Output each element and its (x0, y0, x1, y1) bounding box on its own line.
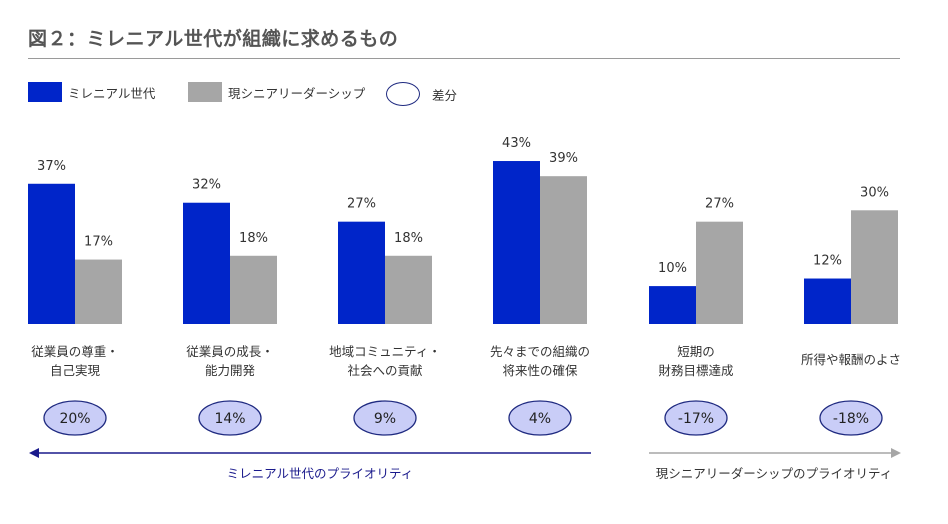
diff-label-1: 14% (214, 411, 245, 427)
millennial-priority-label: ミレニアル世代のプライオリティ (226, 466, 414, 481)
value-label-millennial-4: 10% (658, 261, 687, 276)
bar-millennial-3 (493, 161, 540, 324)
diff-label-4: -17% (678, 411, 714, 427)
legend-swatch-millennial (28, 82, 62, 102)
diff-oval-3 (508, 400, 572, 436)
legend-label-millennial: ミレニアル世代 (68, 85, 156, 101)
value-label-millennial-2: 27% (347, 197, 376, 212)
bar-millennial-5 (804, 278, 851, 324)
value-label-millennial-0: 37% (37, 159, 66, 174)
category-label-2-line-1: 社会への貢献 (347, 363, 422, 378)
category-label-4-line-0: 短期の (677, 344, 715, 359)
category-label-0-line-0: 従業員の尊重・ (31, 344, 119, 359)
diff-label-5: -18% (833, 411, 869, 427)
value-label-leader-0: 17% (84, 235, 113, 250)
bar-millennial-2 (338, 221, 385, 324)
bar-millennial-1 (183, 202, 230, 324)
leader-priority-arrowhead (891, 448, 901, 458)
category-label-3-line-1: 将来性の確保 (502, 363, 578, 378)
legend-oval-diff (386, 82, 420, 106)
bar-leader-3 (540, 176, 587, 324)
millennial-priority-arrowhead (29, 448, 39, 458)
legend-swatch-leader (188, 82, 222, 102)
diff-oval-4 (664, 400, 728, 436)
legend-item-leader: 現シニアリーダーシップ (188, 82, 365, 102)
value-label-leader-3: 39% (549, 151, 578, 166)
bar-leader-2 (385, 255, 432, 324)
value-label-millennial-1: 32% (192, 178, 221, 193)
value-label-millennial-5: 12% (813, 254, 842, 269)
diff-oval-5 (819, 400, 883, 436)
bar-leader-5 (851, 210, 898, 324)
category-label-1-line-0: 従業員の成長・ (186, 344, 274, 359)
bar-leader-1 (230, 255, 277, 324)
diff-oval-0 (43, 400, 107, 436)
diff-oval-2 (353, 400, 417, 436)
category-label-3-line-0: 先々までの組織の (490, 344, 590, 359)
legend-item-diff: 差分 (386, 82, 457, 106)
value-label-leader-5: 30% (860, 185, 889, 200)
bar-millennial-0 (28, 183, 75, 324)
leader-priority-label: 現シニアリーダーシップのプライオリティ (655, 466, 893, 481)
category-label-5-line-0: 所得や報酬のよさ (801, 352, 901, 367)
value-label-millennial-3: 43% (502, 136, 531, 151)
chart-title: 図２：ミレニアル世代が組織に求めるもの (28, 28, 399, 50)
category-label-0-line-1: 自己実現 (50, 363, 101, 378)
category-label-2-line-0: 地域コミュニティ・ (329, 344, 441, 359)
diff-label-3: 4% (529, 411, 551, 427)
title-divider (28, 58, 900, 59)
category-label-1-line-1: 能力開発 (205, 363, 256, 378)
value-label-leader-1: 18% (239, 231, 268, 246)
legend-item-millennial: ミレニアル世代 (28, 82, 155, 102)
legend-label-diff: 差分 (432, 87, 458, 103)
value-label-leader-4: 27% (705, 197, 734, 212)
diff-label-0: 20% (59, 411, 90, 427)
diff-label-2: 9% (374, 411, 396, 427)
value-label-leader-2: 18% (394, 231, 423, 246)
bar-leader-0 (75, 259, 122, 324)
legend-label-leader: 現シニアリーダーシップ (228, 85, 366, 101)
diff-oval-1 (198, 400, 262, 436)
bar-leader-4 (696, 221, 743, 324)
category-label-4-line-1: 財務目標達成 (658, 363, 733, 378)
bar-millennial-4 (649, 286, 696, 324)
